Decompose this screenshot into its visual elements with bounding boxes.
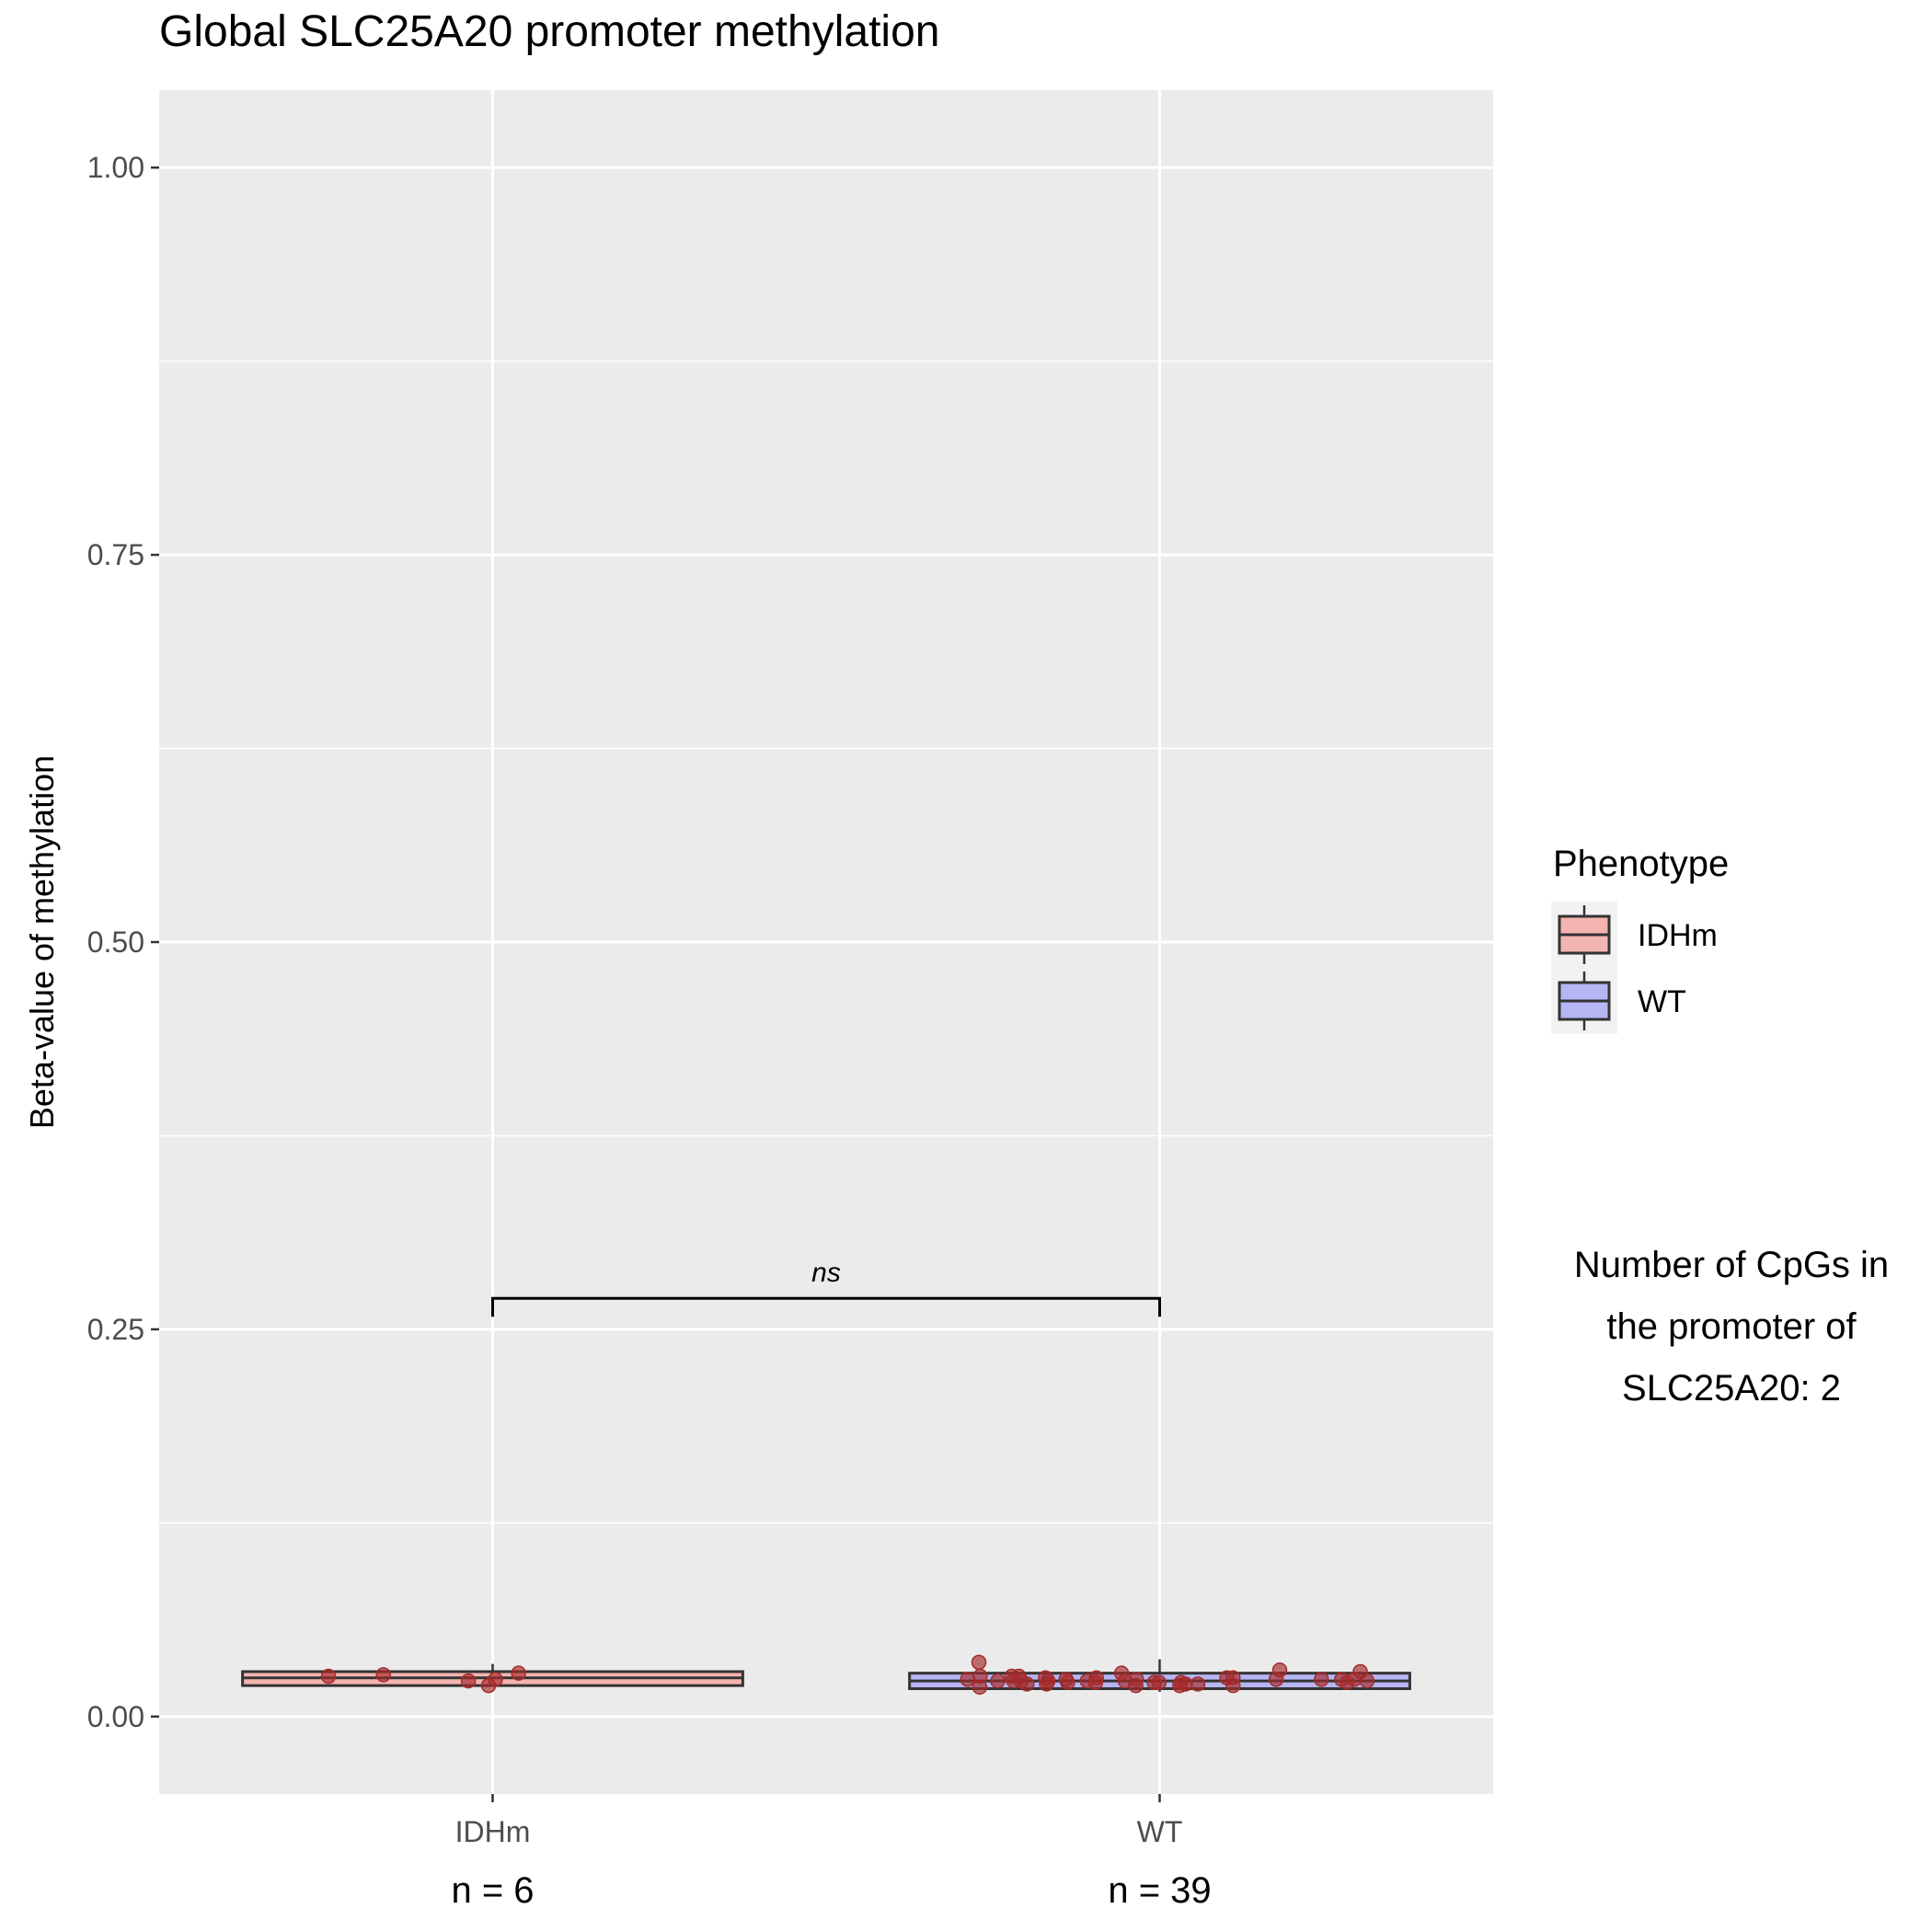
data-point bbox=[1314, 1672, 1329, 1687]
data-point bbox=[488, 1672, 503, 1687]
significance-bracket-line bbox=[491, 1296, 1161, 1317]
jitter-points bbox=[320, 1654, 1375, 1696]
y-tick-label: 1.00 bbox=[87, 151, 144, 184]
data-point bbox=[460, 1673, 477, 1689]
cpg-annotation-line: SLC25A20: 2 bbox=[1622, 1368, 1841, 1409]
cpg-annotation-line: the promoter of bbox=[1606, 1306, 1857, 1347]
data-point bbox=[511, 1665, 526, 1681]
data-point bbox=[1334, 1672, 1350, 1687]
legend: Phenotype IDHm WT bbox=[1551, 844, 1729, 1034]
grid-lines bbox=[159, 90, 1493, 1794]
data-point bbox=[1087, 1674, 1104, 1691]
x-tick-label: IDHm bbox=[455, 1815, 531, 1848]
data-point bbox=[1004, 1668, 1020, 1685]
data-point bbox=[1058, 1672, 1075, 1687]
data-point bbox=[960, 1672, 975, 1687]
significance-label: ns bbox=[811, 1258, 841, 1288]
data-point bbox=[990, 1673, 1006, 1689]
cpg-annotation: Number of CpGs in the promoter of SLC25A… bbox=[1574, 1245, 1889, 1409]
sample-size-label: n = 39 bbox=[1108, 1870, 1211, 1911]
data-point bbox=[320, 1668, 337, 1685]
data-point bbox=[972, 1668, 988, 1685]
y-tick-label: 0.00 bbox=[87, 1700, 144, 1733]
legend-item-label: WT bbox=[1638, 984, 1686, 1019]
data-point bbox=[1146, 1674, 1162, 1691]
data-point bbox=[1225, 1670, 1241, 1685]
axes: 0.00 0.25 0.50 0.75 1.00 IDHm n = 6 WT n = 39 bbox=[87, 151, 1212, 1911]
data-point bbox=[375, 1667, 391, 1683]
data-point bbox=[971, 1654, 987, 1671]
chart-title: Global SLC25A20 promoter methylation bbox=[159, 7, 939, 56]
y-tick-label: 0.25 bbox=[87, 1313, 144, 1346]
data-point bbox=[1268, 1672, 1284, 1687]
data-point bbox=[1040, 1673, 1056, 1689]
y-axis-label: Beta-value of methylation bbox=[23, 755, 61, 1129]
y-tick-label: 0.50 bbox=[87, 926, 144, 959]
data-point bbox=[1359, 1673, 1375, 1689]
sample-size-label: n = 6 bbox=[451, 1870, 534, 1911]
data-point bbox=[1346, 1672, 1363, 1687]
data-point bbox=[1129, 1672, 1144, 1687]
x-tick-label: WT bbox=[1137, 1815, 1183, 1848]
cpg-annotation-line: Number of CpGs in bbox=[1574, 1245, 1889, 1285]
significance-bracket: ns bbox=[491, 1258, 1161, 1317]
legend-item-label: IDHm bbox=[1638, 918, 1718, 953]
legend-title: Phenotype bbox=[1553, 844, 1729, 884]
data-point bbox=[1172, 1677, 1188, 1694]
y-tick-label: 0.75 bbox=[87, 538, 144, 571]
